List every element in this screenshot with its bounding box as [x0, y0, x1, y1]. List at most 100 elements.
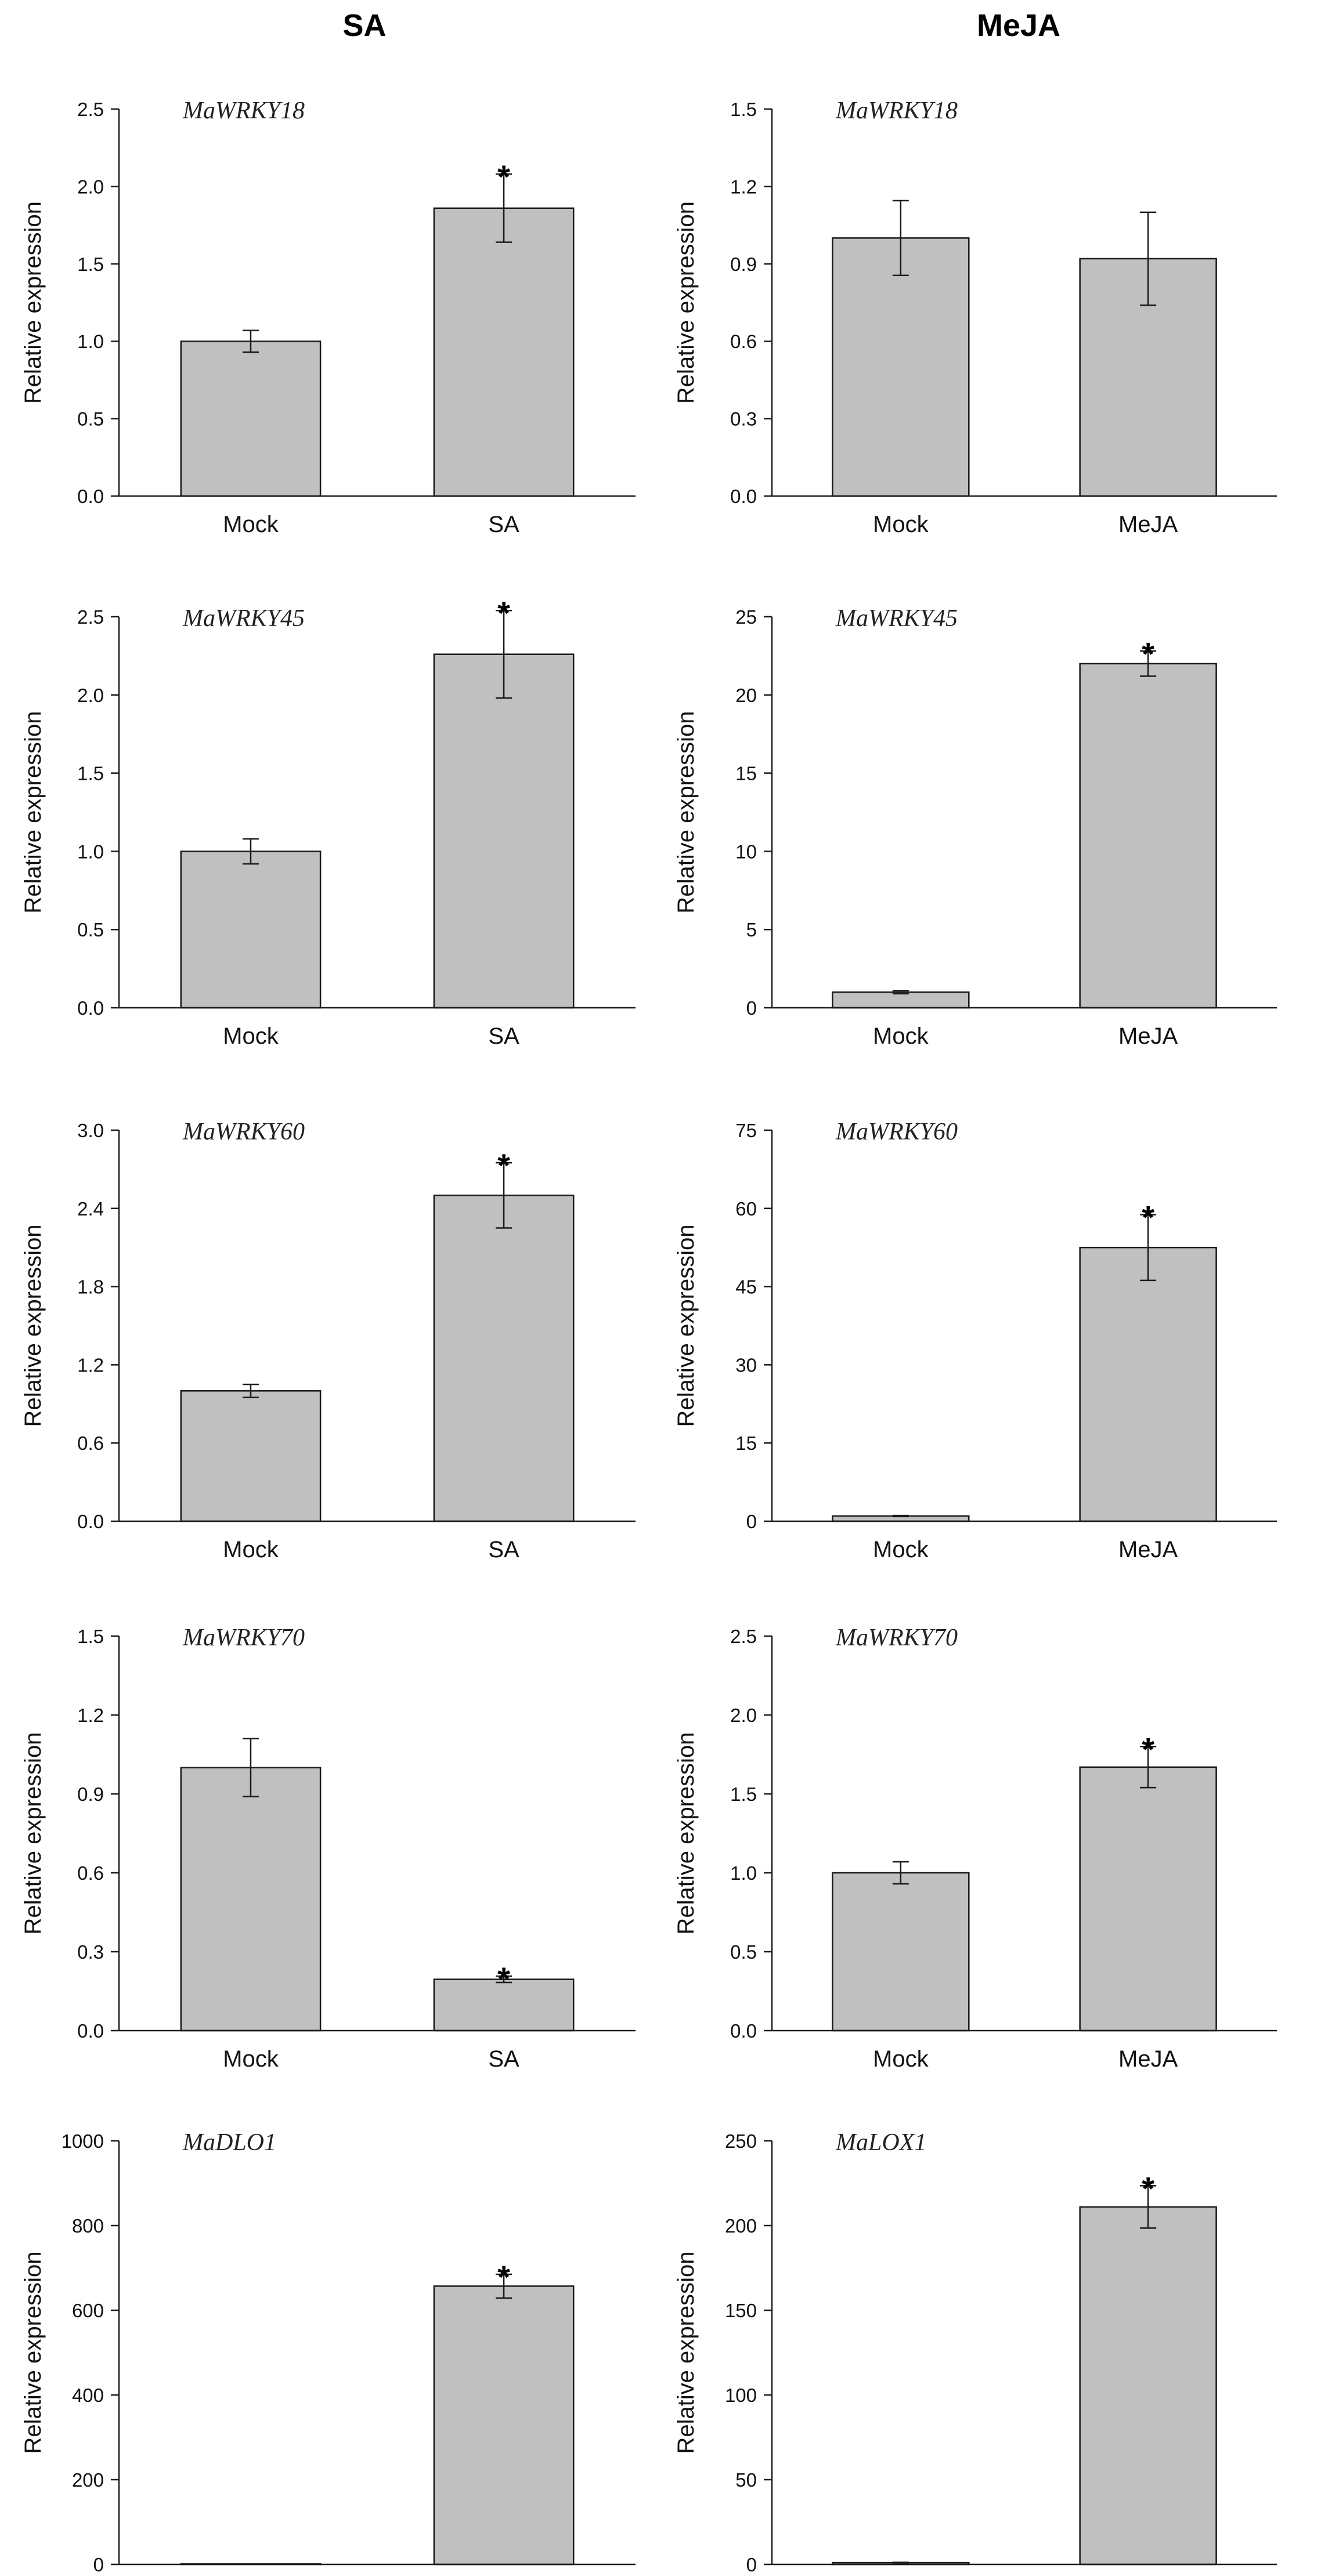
x-tick-label-meja: MeJA	[1118, 2046, 1178, 2072]
y-tick-label: 2.5	[77, 99, 104, 120]
y-tick-label: 0.5	[77, 408, 104, 430]
x-tick-label-meja: MeJA	[1118, 1537, 1178, 1562]
y-axis-label: Relative expression	[673, 711, 699, 913]
y-tick-label: 0	[93, 2554, 104, 2575]
y-tick-label: 1000	[62, 2130, 104, 2152]
y-tick-label: 3.0	[77, 1120, 104, 1141]
chart-panel-mawrky60-meja: Mock * MeJA 0 15 30 45 60 75 Relative expression M…	[673, 1119, 1277, 1562]
significance-star-meja: *	[1142, 2170, 1154, 2206]
x-tick-label-mock: Mock	[223, 1537, 279, 1562]
gene-name-label: MaWRKY60	[835, 1119, 958, 1145]
gene-name-label: MaWRKY45	[835, 605, 958, 632]
bar-sa	[433, 653, 575, 1009]
y-tick-label: 2.0	[77, 176, 104, 197]
error-bar-mock	[242, 838, 259, 865]
x-tick-label-meja: MeJA	[1118, 1023, 1178, 1049]
bar-sa	[433, 1978, 575, 2032]
significance-star-sa: *	[497, 595, 510, 631]
error-bar-meja	[1140, 650, 1157, 677]
column-title-meja: MeJA	[977, 8, 1060, 43]
y-axis-label: Relative expression	[20, 1732, 46, 1934]
error-bar-sa	[496, 1975, 512, 1984]
y-tick-label: 2.0	[77, 685, 104, 706]
y-tick-label: 800	[72, 2215, 104, 2237]
x-tick-label-mock: Mock	[223, 1023, 279, 1049]
y-tick-label: 60	[735, 1198, 757, 1220]
significance-star-meja: *	[1142, 1731, 1154, 1767]
gene-name-label: MaWRKY45	[182, 605, 305, 632]
y-axis-label: Relative expression	[673, 201, 699, 404]
x-tick-label-mock: Mock	[873, 1537, 929, 1562]
y-axis-label: Relative expression	[673, 2251, 699, 2454]
error-bar-sa	[496, 1162, 512, 1229]
error-bar-mock	[242, 330, 259, 353]
x-tick-label-mock: Mock	[873, 2046, 929, 2072]
gene-name-label: MaWRKY70	[835, 1625, 958, 1651]
chart-panel-madlo1-sa: Mock*SA02004006008001000Relative express…	[20, 2129, 636, 2575]
chart-panel-mawrky70-meja: Mock * MeJA 0.0 0.5 1.0 1.5 2.0 2.5 Relative expr…	[673, 1625, 1277, 2072]
bar-mock	[180, 340, 322, 497]
y-tick-label: 1.5	[730, 99, 757, 120]
gene-name-label: MaWRKY60	[182, 1119, 305, 1145]
error-bar-meja	[1140, 211, 1157, 306]
y-tick-label: 1.5	[77, 254, 104, 275]
y-tick-label: 0.0	[730, 486, 757, 507]
significance-star-sa: *	[497, 1147, 510, 1184]
error-bar-mock	[892, 200, 909, 277]
error-bar-meja	[1140, 1746, 1157, 1789]
y-tick-label: 600	[72, 2300, 104, 2321]
y-tick-label: 0.0	[77, 2020, 104, 2042]
significance-star-sa: *	[497, 158, 510, 195]
bar-sa	[433, 1195, 575, 1522]
y-tick-label: 0.6	[77, 1862, 104, 1884]
y-tick-label: 0.0	[77, 997, 104, 1019]
x-tick-label-mock: Mock	[873, 512, 929, 537]
gene-name-label: MaWRKY18	[182, 97, 305, 124]
y-tick-label: 250	[725, 2130, 757, 2152]
error-bar-mock	[242, 1383, 259, 1398]
y-tick-label: 10	[735, 841, 757, 862]
x-tick-label-mock: Mock	[873, 1023, 929, 1049]
significance-star-sa: *	[497, 2259, 510, 2295]
bar-meja	[1079, 663, 1217, 1009]
error-bar-sa	[496, 609, 512, 699]
error-bar-sa	[496, 2273, 512, 2299]
chart-panel-malox1-meja: Mock*MeJA050100150200250Relative express…	[673, 2129, 1277, 2575]
bar-sa	[433, 207, 575, 497]
y-tick-label: 2.5	[77, 606, 104, 628]
y-tick-label: 0.0	[730, 2020, 757, 2042]
error-bar-mock	[892, 990, 909, 994]
y-tick-label: 5	[746, 919, 757, 940]
gene-name-label: MaWRKY18	[835, 97, 958, 124]
y-tick-label: 0.5	[77, 919, 104, 940]
y-tick-label: 1.0	[730, 1862, 757, 1884]
x-tick-label-mock: Mock	[223, 512, 279, 537]
x-tick-label-meja: MeJA	[1118, 512, 1178, 537]
gene-name-label: MaDLO1	[182, 2129, 276, 2156]
y-tick-label: 15	[735, 763, 757, 784]
y-axis-label: Relative expression	[673, 1732, 699, 1934]
error-bar-mock	[892, 2561, 909, 2564]
y-tick-label: 2.5	[730, 1626, 757, 1647]
chart-panel-mawrky60-sa: Mock * SA 0.0 0.6 1.2 1.8 2.4 3.0 Relative expres…	[20, 1119, 636, 1562]
y-tick-label: 25	[735, 606, 757, 628]
bar-sa	[433, 2285, 575, 2566]
error-bar-meja	[1140, 1214, 1157, 1282]
y-tick-label: 200	[72, 2469, 104, 2491]
y-axis-label: Relative expression	[20, 201, 46, 404]
y-tick-label: 0.3	[730, 408, 757, 430]
gene-name-label: MaLOX1	[835, 2129, 926, 2156]
error-bar-meja	[1140, 2185, 1157, 2229]
chart-panel-mawrky70-sa: Mock * SA 0.0 0.3 0.6 0.9 1.2 1.5 Relative expres…	[20, 1625, 636, 2072]
significance-star-meja: *	[1142, 635, 1154, 672]
chart-panel-mawrky45-sa: Mock * SA 0.0 0.5 1.0 1.5 2.0 2.5 Relative expres…	[20, 595, 636, 1049]
y-tick-label: 1.2	[77, 1705, 104, 1726]
significance-star-sa: *	[497, 1960, 510, 1997]
bar-mock	[832, 237, 970, 497]
significance-star-meja: *	[1142, 1199, 1154, 1236]
y-tick-label: 50	[735, 2469, 757, 2491]
x-tick-label-sa: SA	[488, 2046, 519, 2072]
y-tick-label: 1.2	[77, 1354, 104, 1376]
y-axis-label: Relative expression	[20, 2251, 46, 2454]
error-bar-mock	[892, 1514, 909, 1518]
